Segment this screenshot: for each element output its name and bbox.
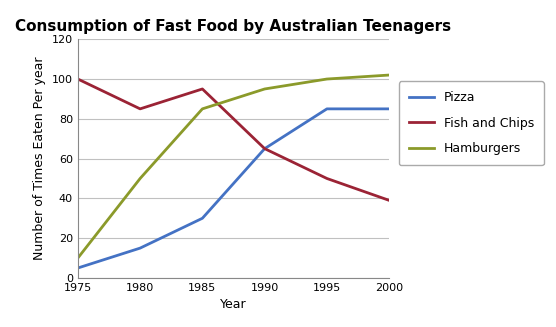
Pizza <box>137 246 143 250</box>
Hamburgers <box>261 87 268 91</box>
Pizza <box>199 216 206 220</box>
Line: Fish and Chips: Fish and Chips <box>78 79 389 200</box>
X-axis label: Year: Year <box>220 298 247 311</box>
Line: Hamburgers: Hamburgers <box>78 75 389 258</box>
Pizza <box>386 107 393 111</box>
Hamburgers <box>324 77 330 81</box>
Fish and Chips <box>75 77 81 81</box>
Y-axis label: Number of Times Eaten Per year: Number of Times Eaten Per year <box>33 57 46 260</box>
Fish and Chips <box>386 198 393 202</box>
Hamburgers <box>386 73 393 77</box>
Pizza <box>324 107 330 111</box>
Line: Pizza: Pizza <box>78 109 389 268</box>
Pizza <box>75 266 81 270</box>
Hamburgers <box>137 177 143 181</box>
Hamburgers <box>75 256 81 260</box>
Hamburgers <box>199 107 206 111</box>
Fish and Chips <box>199 87 206 91</box>
Fish and Chips <box>137 107 143 111</box>
Pizza <box>261 147 268 151</box>
Legend: Pizza, Fish and Chips, Hamburgers: Pizza, Fish and Chips, Hamburgers <box>399 81 544 165</box>
Fish and Chips <box>261 147 268 151</box>
Title: Consumption of Fast Food by Australian Teenagers: Consumption of Fast Food by Australian T… <box>16 19 451 34</box>
Fish and Chips <box>324 177 330 181</box>
